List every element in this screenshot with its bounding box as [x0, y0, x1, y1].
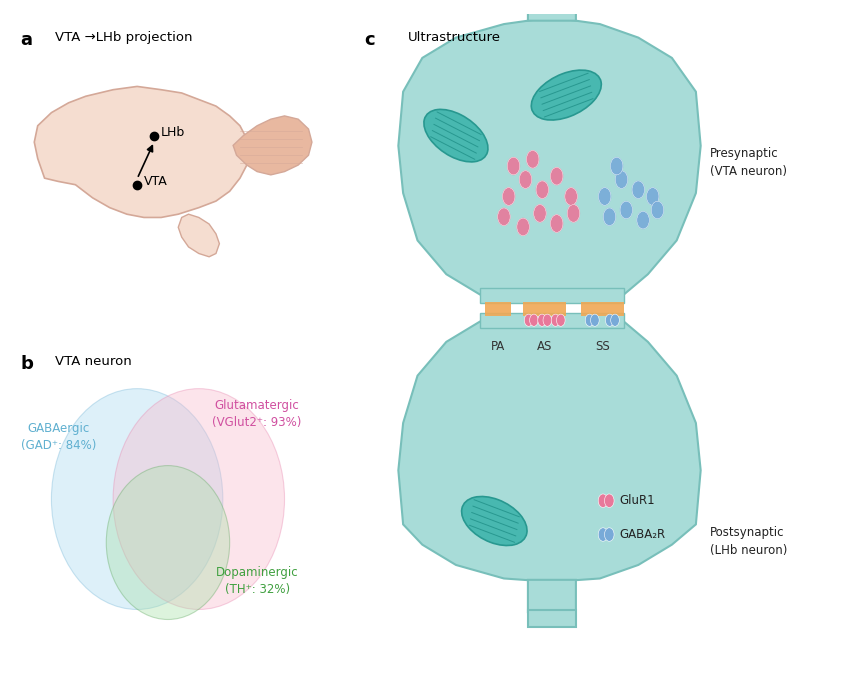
- Polygon shape: [528, 0, 576, 21]
- Circle shape: [603, 208, 615, 226]
- Text: GABAergic
(GAD⁺: 84%): GABAergic (GAD⁺: 84%): [21, 422, 96, 452]
- Ellipse shape: [113, 389, 285, 609]
- Polygon shape: [178, 214, 219, 256]
- Polygon shape: [34, 86, 250, 217]
- FancyBboxPatch shape: [528, 611, 576, 627]
- Circle shape: [517, 218, 530, 236]
- Text: c: c: [365, 31, 375, 49]
- Circle shape: [550, 215, 563, 232]
- Circle shape: [519, 171, 531, 188]
- Text: GABA₂R: GABA₂R: [619, 528, 665, 541]
- Text: b: b: [21, 355, 33, 373]
- Circle shape: [537, 314, 547, 326]
- Ellipse shape: [51, 389, 223, 609]
- Circle shape: [611, 314, 620, 326]
- Circle shape: [605, 314, 614, 326]
- Text: VTA: VTA: [144, 175, 168, 188]
- Text: Postsynaptic
(LHb neuron): Postsynaptic (LHb neuron): [710, 526, 788, 557]
- Text: Dopaminergic
(TH⁺: 32%): Dopaminergic (TH⁺: 32%): [216, 566, 298, 596]
- Circle shape: [620, 201, 632, 219]
- Text: VTA neuron: VTA neuron: [55, 355, 132, 368]
- Circle shape: [585, 314, 594, 326]
- Ellipse shape: [531, 70, 602, 120]
- Circle shape: [651, 201, 663, 219]
- Polygon shape: [233, 116, 312, 175]
- Circle shape: [530, 314, 538, 326]
- Circle shape: [646, 187, 659, 206]
- Circle shape: [502, 187, 515, 206]
- Circle shape: [543, 314, 552, 326]
- Text: Ultrastructure: Ultrastructure: [408, 31, 501, 44]
- Circle shape: [590, 314, 599, 326]
- Polygon shape: [399, 17, 701, 295]
- FancyBboxPatch shape: [523, 302, 566, 316]
- Circle shape: [551, 314, 560, 326]
- Text: Presynaptic
(VTA neuron): Presynaptic (VTA neuron): [710, 147, 788, 178]
- Text: VTA →LHb projection: VTA →LHb projection: [55, 31, 192, 44]
- Circle shape: [556, 314, 565, 326]
- FancyBboxPatch shape: [480, 288, 624, 302]
- Text: AS: AS: [537, 341, 553, 353]
- Circle shape: [526, 151, 539, 168]
- Ellipse shape: [462, 496, 527, 546]
- Polygon shape: [528, 580, 576, 615]
- Text: PA: PA: [491, 341, 506, 353]
- Circle shape: [604, 494, 614, 507]
- Circle shape: [637, 211, 650, 229]
- Text: SS: SS: [595, 341, 609, 353]
- Circle shape: [615, 171, 627, 188]
- FancyBboxPatch shape: [485, 302, 511, 316]
- Circle shape: [565, 187, 578, 206]
- Circle shape: [610, 158, 623, 175]
- FancyBboxPatch shape: [480, 314, 624, 328]
- Ellipse shape: [424, 109, 488, 162]
- Circle shape: [534, 205, 546, 222]
- Circle shape: [524, 314, 533, 326]
- Text: a: a: [21, 31, 33, 49]
- Circle shape: [598, 187, 611, 206]
- Circle shape: [604, 528, 614, 542]
- Circle shape: [498, 208, 510, 226]
- Polygon shape: [399, 321, 701, 582]
- Circle shape: [598, 528, 608, 542]
- Circle shape: [507, 158, 519, 175]
- Text: Glutamatergic
(VGlut2⁺: 93%): Glutamatergic (VGlut2⁺: 93%): [213, 399, 302, 429]
- Circle shape: [550, 167, 563, 185]
- Circle shape: [536, 181, 548, 199]
- Text: GluR1: GluR1: [619, 494, 655, 507]
- Circle shape: [567, 205, 579, 222]
- Ellipse shape: [106, 466, 230, 620]
- Circle shape: [632, 181, 644, 199]
- Text: LHb: LHb: [161, 125, 185, 139]
- Circle shape: [598, 494, 608, 507]
- FancyBboxPatch shape: [581, 302, 624, 316]
